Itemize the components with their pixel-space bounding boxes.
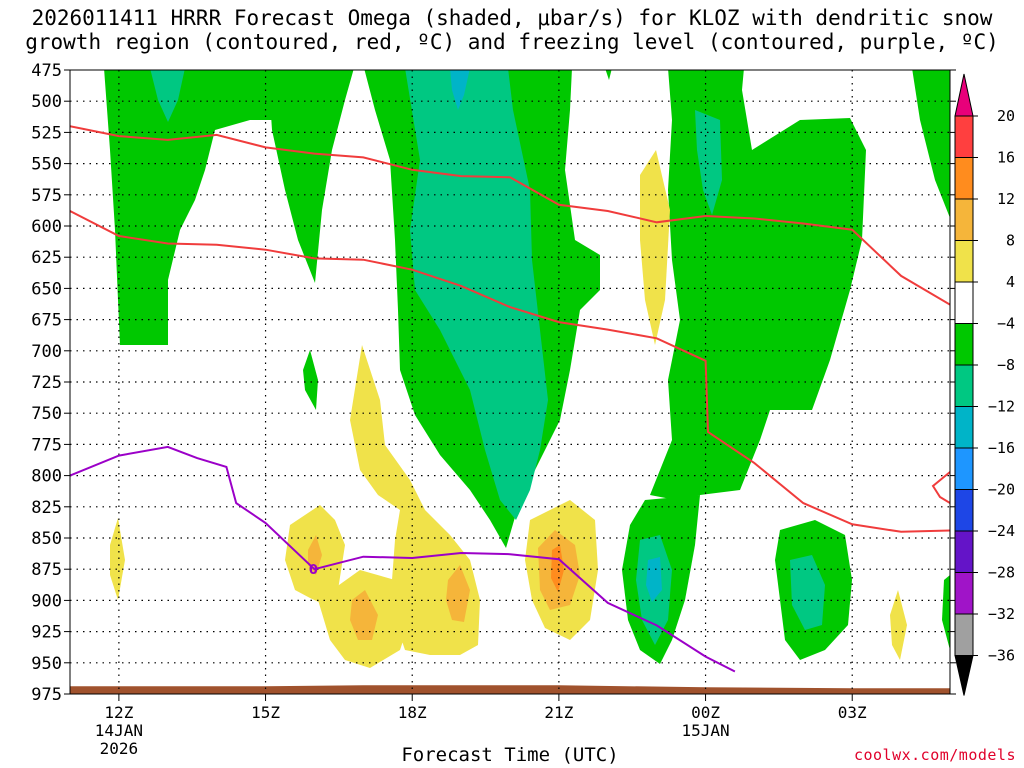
x-tick-date: 15JAN [681, 721, 729, 740]
chart-title: 2026011411 HRRR Forecast Omega (shaded, … [0, 6, 1024, 54]
terrain-surface [70, 685, 950, 694]
contour-lines: 0 [70, 125, 950, 673]
colorbar-swatch-bottom [954, 655, 974, 696]
downward-motion-area-2 [110, 518, 125, 600]
source-credit: coolwx.com/models [853, 746, 1016, 764]
colorbar-label: −24 [988, 522, 1015, 540]
y-tick-label: 600 [31, 217, 62, 237]
strong-upward-area-1 [150, 70, 185, 122]
x-tick-label: 18Z [398, 703, 427, 722]
colorbar-swatch [954, 530, 974, 573]
colorbar-swatch [954, 240, 974, 283]
strong-upward-area-3 [695, 110, 722, 215]
y-axis: 475 500 525 550 575 600 625 650 675 700 725 750 775 8… [31, 61, 956, 705]
colorbar-swatch [954, 406, 974, 449]
colorbar-swatch [954, 364, 974, 407]
colorbar-label: −16 [988, 439, 1015, 457]
colorbar-label: 4 [1006, 273, 1015, 291]
upward-motion-area-10 [605, 70, 612, 80]
y-tick-label: 700 [31, 342, 62, 362]
x-tick-label: 15Z [251, 703, 280, 722]
colorbar-label: −32 [988, 605, 1015, 623]
y-tick-label: 625 [31, 248, 62, 268]
y-tick-label: 800 [31, 467, 62, 487]
colorbar: 20 16 12 8 4 −4 −8 −12 −16 −20 −24 −28 −32 −36 [954, 73, 1015, 696]
colorbar-label: 16 [997, 149, 1015, 167]
colorbar-label: 20 [997, 107, 1015, 125]
colorbar-label: −20 [988, 481, 1015, 499]
colorbar-label: 12 [997, 190, 1015, 208]
y-tick-label: 775 [31, 435, 62, 455]
y-tick-label: 875 [31, 560, 62, 580]
upward-motion-area-2 [268, 70, 354, 283]
y-tick-label: 950 [31, 654, 62, 674]
y-tick-label: 675 [31, 311, 62, 331]
colorbar-label: −4 [997, 315, 1015, 333]
y-tick-label: 850 [31, 529, 62, 549]
colorbar-swatch [954, 572, 974, 615]
downward-motion-area-1 [640, 150, 670, 345]
colorbar-swatch [954, 157, 974, 200]
title-line-1: 2026011411 HRRR Forecast Omega (shaded, … [31, 6, 993, 30]
y-tick-label: 575 [31, 186, 62, 206]
y-tick-label: 500 [31, 92, 62, 112]
downward-motion-area-7 [890, 590, 907, 660]
colorbar-swatch [954, 323, 974, 366]
omega-shading [104, 70, 950, 668]
colorbar-swatch-top [954, 73, 974, 117]
omega-shade-minus12 [450, 70, 662, 602]
colorbar-swatch [954, 447, 974, 490]
freezing-level-label: 0 [309, 563, 318, 578]
upward-motion-area-9 [942, 575, 950, 650]
y-tick-label: 825 [31, 498, 62, 518]
x-axis-label: Forecast Time (UTC) [401, 744, 619, 766]
omega-shade-plus12 [551, 545, 564, 592]
colorbar-swatch [954, 198, 974, 241]
colorbar-swatch [954, 613, 974, 656]
x-tick-year: 2026 [100, 739, 139, 758]
very-strong-upward-area-1 [450, 70, 470, 110]
colorbar-swatch [954, 489, 974, 532]
dendritic-growth-minus12c-contour [70, 125, 950, 306]
x-tick-label: 12Z [104, 703, 133, 722]
upward-motion-area-4 [303, 350, 318, 410]
y-tick-label: 975 [31, 685, 62, 705]
colorbar-label: −28 [988, 564, 1015, 582]
strong-downward-area-1 [308, 535, 322, 575]
very-strong-upward-area-2 [646, 557, 662, 602]
colorbar-label: −36 [988, 647, 1015, 665]
y-tick-label: 925 [31, 623, 62, 643]
colorbar-label: 8 [1006, 232, 1015, 250]
x-tick-date: 14JAN [95, 721, 143, 740]
colorbar-swatch [954, 281, 974, 324]
downward-motion-area-3 [350, 345, 480, 655]
y-tick-label: 900 [31, 591, 62, 611]
strong-upward-area-5 [790, 555, 825, 630]
very-strong-downward-area-1 [551, 545, 564, 592]
strong-downward-area-2 [350, 590, 378, 640]
y-tick-label: 550 [31, 155, 62, 175]
colorbar-label: −12 [988, 398, 1015, 416]
y-tick-label: 725 [31, 373, 62, 393]
strong-downward-area-3 [446, 565, 470, 622]
y-tick-label: 475 [31, 61, 62, 81]
x-tick-label: 03Z [838, 703, 867, 722]
y-tick-label: 525 [31, 123, 62, 143]
strong-upward-area-2 [405, 70, 548, 520]
freezing-level-contour [70, 445, 736, 673]
dendritic-growth-edge-contour [931, 471, 950, 504]
colorbar-label: −8 [997, 356, 1015, 374]
colorbar-swatch [954, 115, 974, 158]
y-tick-label: 650 [31, 279, 62, 299]
y-tick-label: 750 [31, 404, 62, 424]
upward-motion-area-8 [912, 70, 950, 218]
dendritic-growth-minus18c-contour [70, 210, 950, 533]
omega-shade-minus8 [150, 70, 825, 645]
x-tick-label: 00Z [691, 703, 720, 722]
title-line-2: growth region (contoured, red, ºC) and f… [25, 30, 999, 54]
x-tick-label: 21Z [544, 703, 573, 722]
